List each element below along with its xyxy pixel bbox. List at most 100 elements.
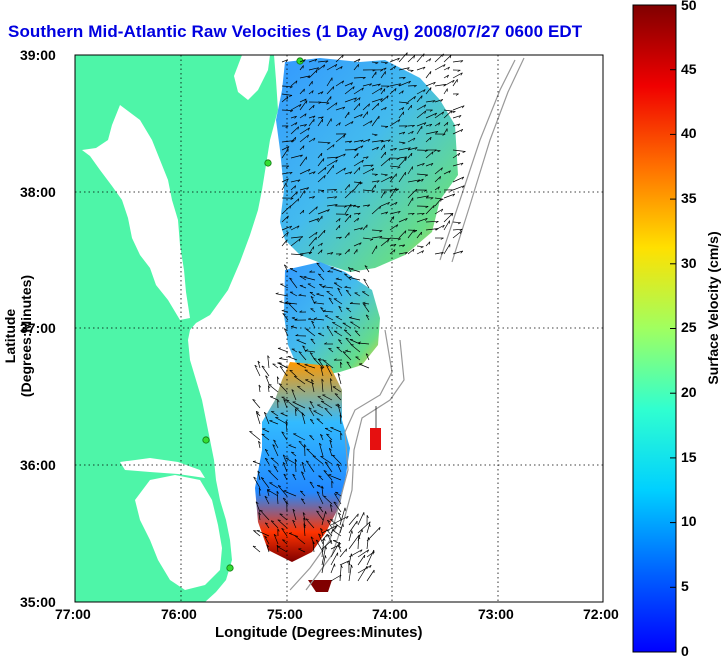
velocity-vector-head <box>295 122 298 126</box>
velocity-vector <box>327 520 333 529</box>
velocity-vector <box>317 91 324 95</box>
velocity-vector <box>407 96 416 103</box>
velocity-cell-southeast <box>308 580 332 592</box>
colorbar <box>632 4 677 653</box>
velocity-vector-head <box>460 129 464 133</box>
velocity-vector <box>249 431 261 441</box>
velocity-vector <box>273 465 279 473</box>
velocity-vector <box>258 384 261 393</box>
velocity-vector <box>324 427 333 433</box>
velocity-vector-head <box>334 196 338 199</box>
velocity-vector-head <box>343 205 347 208</box>
velocity-vector-head <box>338 339 342 342</box>
velocity-vector <box>416 162 425 167</box>
velocity-vector <box>337 287 343 297</box>
velocity-vector-head <box>346 516 349 519</box>
velocity-vector <box>322 286 334 289</box>
velocity-vector-head <box>301 412 305 415</box>
velocity-vector <box>398 230 407 239</box>
velocity-vector <box>282 462 288 473</box>
velocity-vector <box>335 167 346 175</box>
velocity-vector-head <box>297 198 300 202</box>
velocity-vector-head <box>323 230 326 234</box>
velocity-vector <box>365 353 370 361</box>
velocity-vector-head <box>297 126 300 130</box>
velocity-vector <box>326 164 334 175</box>
velocity-vector-head <box>305 518 309 521</box>
velocity-vector <box>330 542 340 558</box>
velocity-vector <box>345 350 352 353</box>
velocity-vector-head <box>387 238 391 241</box>
velocity-vector-head <box>442 225 445 228</box>
velocity-vector <box>320 434 324 441</box>
velocity-vector-head <box>446 122 449 126</box>
velocity-vector-head <box>277 528 280 532</box>
velocity-vector <box>290 191 298 199</box>
velocity-vector <box>434 252 444 255</box>
velocity-vector <box>357 564 372 574</box>
velocity-vector <box>348 530 353 542</box>
velocity-vector <box>330 519 342 529</box>
velocity-vector <box>313 358 324 369</box>
velocity-vector <box>452 250 463 255</box>
velocity-vector <box>389 65 396 71</box>
velocity-vector-head <box>301 471 305 474</box>
velocity-vector-head <box>289 86 293 89</box>
velocity-vector-head <box>300 154 303 158</box>
station-marker <box>264 159 272 167</box>
velocity-vector <box>371 139 384 143</box>
velocity-vector <box>335 54 344 63</box>
velocity-vector <box>407 212 415 215</box>
velocity-vector-head <box>411 213 415 216</box>
velocity-vector <box>299 168 311 175</box>
velocity-vector-head <box>385 126 389 129</box>
velocity-vector-head <box>273 534 277 537</box>
velocity-vector <box>287 356 298 361</box>
velocity-vector-head <box>414 230 418 233</box>
velocity-vector-head <box>254 364 258 368</box>
velocity-vector <box>326 86 335 95</box>
y-tick-label: 35:00 <box>20 594 56 610</box>
velocity-vector-head <box>268 384 272 386</box>
velocity-vector-head <box>342 523 344 527</box>
velocity-vector <box>371 102 380 111</box>
velocity-vector-head <box>305 328 309 330</box>
velocity-vector-head <box>330 540 333 544</box>
velocity-vector <box>308 171 316 175</box>
velocity-vector-head <box>298 440 302 443</box>
velocity-vector-head <box>318 506 322 509</box>
velocity-vector-head <box>321 485 324 489</box>
velocity-vector-head <box>327 270 331 273</box>
velocity-vector <box>380 151 386 159</box>
velocity-vector-head <box>424 174 428 177</box>
velocity-vector-head <box>294 458 298 462</box>
velocity-vector-head <box>365 314 369 317</box>
velocity-vector <box>266 489 270 497</box>
velocity-vector <box>329 504 333 513</box>
velocity-vector-head <box>359 181 361 185</box>
velocity-vector <box>353 97 361 103</box>
velocity-vector-head <box>410 70 414 73</box>
velocity-vector-head <box>285 240 287 244</box>
velocity-vector-head <box>289 277 293 280</box>
velocity-vector-head <box>264 412 267 415</box>
velocity-vector <box>389 147 397 151</box>
velocity-vector-head <box>440 198 442 202</box>
velocity-vector-head <box>302 512 306 515</box>
velocity-vector-head <box>297 179 301 183</box>
velocity-vector-head <box>288 302 292 305</box>
velocity-vector <box>380 191 386 199</box>
velocity-vector-head <box>351 121 354 125</box>
velocity-vector <box>342 322 352 329</box>
velocity-vector <box>255 501 261 513</box>
velocity-vector <box>318 475 324 481</box>
velocity-vector <box>357 554 366 566</box>
velocity-vector-head <box>385 211 389 215</box>
velocity-vector-head <box>437 150 441 153</box>
velocity-vector <box>317 152 323 159</box>
velocity-vector <box>389 165 401 168</box>
velocity-vector <box>326 63 338 71</box>
velocity-vector <box>443 110 453 119</box>
velocity-vector-head <box>252 545 256 548</box>
velocity-vector <box>280 283 289 289</box>
